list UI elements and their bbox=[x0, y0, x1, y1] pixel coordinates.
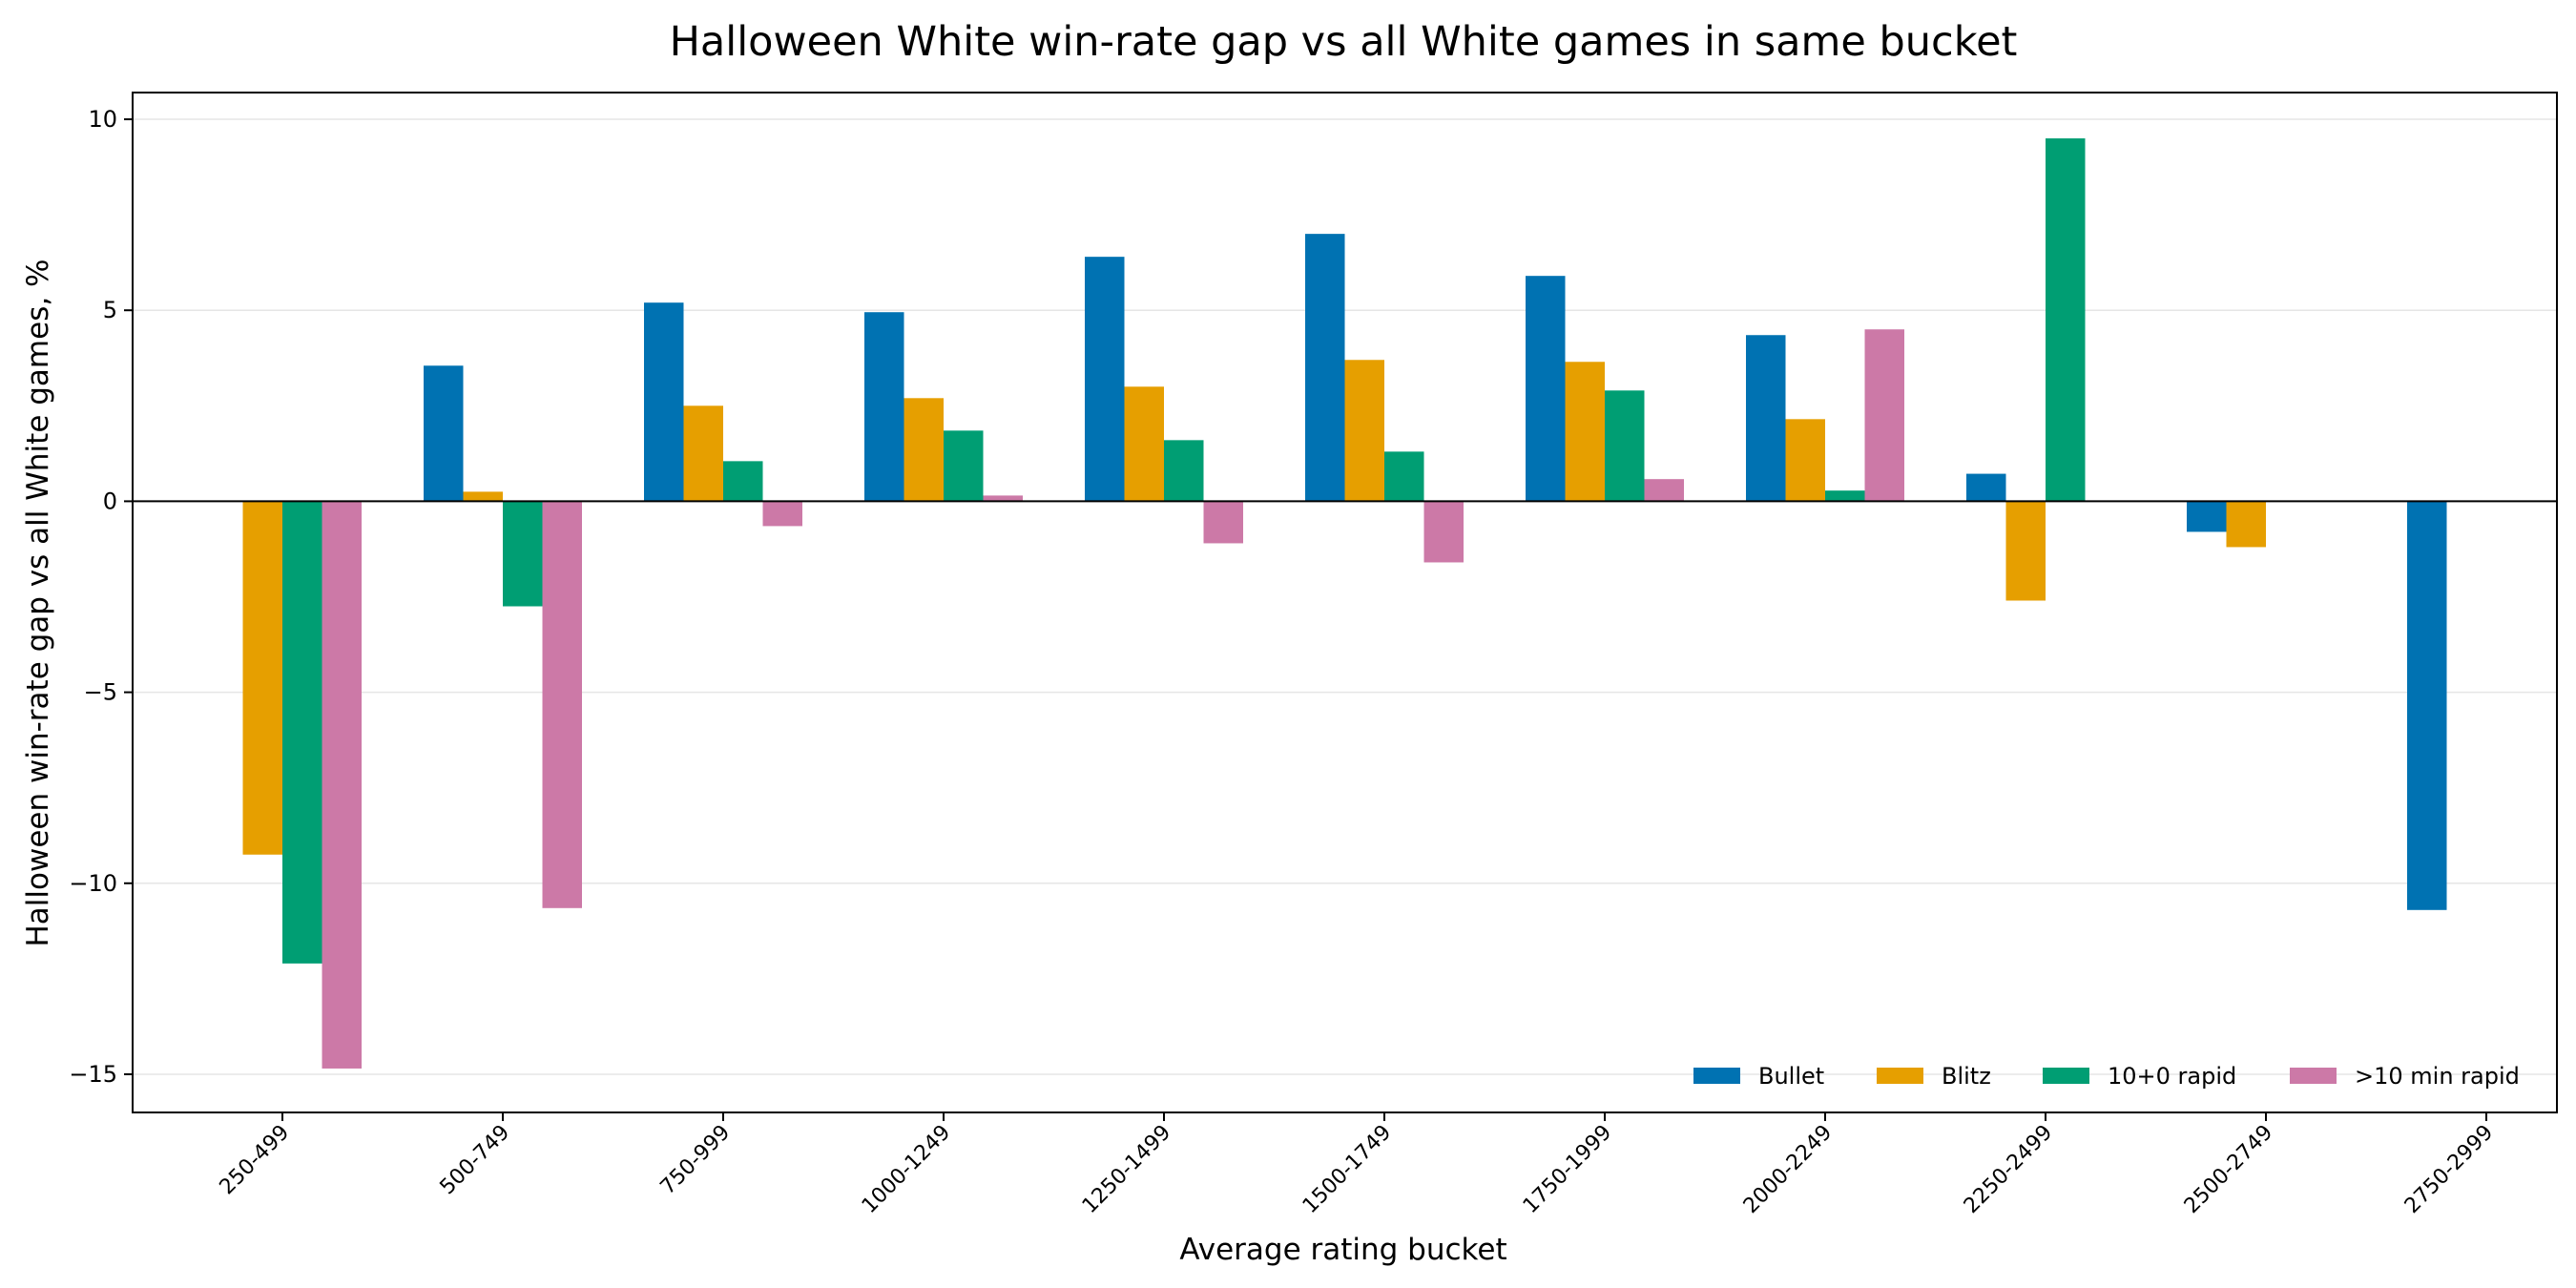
bar-10-0-rapid-500-749 bbox=[503, 501, 543, 607]
bar-10-0-rapid-2000-2249 bbox=[1825, 490, 1865, 502]
y-tick-label: 0 bbox=[103, 488, 117, 514]
bar-bullet-500-749 bbox=[424, 365, 464, 502]
bar-blitz-2250-2499 bbox=[2005, 501, 2046, 601]
bar-bullet-1000-1249 bbox=[864, 312, 904, 502]
bar--10-min-rapid-1500-1749 bbox=[1423, 501, 1464, 563]
bar-bullet-1250-1499 bbox=[1085, 257, 1125, 502]
x-tick-label: 250-499 bbox=[216, 1121, 295, 1200]
x-tick-label: 1250-1499 bbox=[1078, 1121, 1175, 1218]
y-tick-label: −10 bbox=[69, 870, 117, 897]
bar-blitz-250-499 bbox=[242, 501, 282, 855]
y-tick-label: −5 bbox=[84, 679, 117, 706]
y-tick-label: 10 bbox=[88, 106, 117, 133]
y-axis-label: Halloween win-rate gap vs all White game… bbox=[21, 259, 55, 946]
y-tick-label: −15 bbox=[69, 1061, 117, 1088]
bar--10-min-rapid-750-999 bbox=[762, 501, 802, 527]
bar-blitz-2000-2249 bbox=[1785, 419, 1825, 502]
x-tick-label: 750-999 bbox=[656, 1121, 736, 1200]
chart-title: Halloween White win-rate gap vs all Whit… bbox=[670, 18, 2018, 66]
x-tick-label: 2750-2999 bbox=[2400, 1121, 2498, 1218]
bar--10-min-rapid-2000-2249 bbox=[1864, 329, 1904, 502]
bar--10-min-rapid-250-499 bbox=[322, 501, 362, 1069]
x-tick-label: 1500-1749 bbox=[1298, 1121, 1396, 1218]
legend-swatch bbox=[1693, 1068, 1740, 1084]
legend-swatch bbox=[2043, 1068, 2089, 1084]
legend-label: >10 min rapid bbox=[2355, 1063, 2520, 1090]
bar-bullet-2250-2499 bbox=[1966, 473, 2006, 502]
bar-10-0-rapid-250-499 bbox=[282, 501, 322, 964]
bar-10-0-rapid-2250-2499 bbox=[2046, 138, 2086, 502]
y-axis: 10 5 0 −5 −10 −15 bbox=[69, 106, 133, 1088]
plot-frame bbox=[132, 92, 2558, 1113]
bar-10-0-rapid-1750-1999 bbox=[1605, 390, 1645, 502]
bar-10-0-rapid-1000-1249 bbox=[944, 430, 984, 502]
bar-blitz-2500-2749 bbox=[2226, 501, 2266, 548]
bar-bullet-1500-1749 bbox=[1305, 234, 1345, 502]
y-tick-label: 5 bbox=[103, 297, 117, 323]
bar-10-0-rapid-1250-1499 bbox=[1164, 440, 1204, 502]
x-axis-label: Average rating bucket bbox=[1179, 1233, 1506, 1267]
bar--10-min-rapid-1250-1499 bbox=[1203, 501, 1243, 544]
x-tick-label: 2250-2499 bbox=[1960, 1121, 2057, 1218]
bar-bullet-1750-1999 bbox=[1526, 276, 1566, 502]
x-tick-label: 500-749 bbox=[436, 1121, 515, 1200]
bars bbox=[242, 138, 2447, 1069]
bar-blitz-1000-1249 bbox=[904, 398, 944, 502]
legend-swatch bbox=[2290, 1068, 2337, 1084]
bar-blitz-1750-1999 bbox=[1565, 362, 1605, 502]
bar-blitz-1250-1499 bbox=[1124, 386, 1164, 502]
bar-blitz-1500-1749 bbox=[1344, 360, 1384, 502]
bar--10-min-rapid-500-749 bbox=[542, 501, 582, 908]
bar-bullet-2500-2749 bbox=[2187, 501, 2227, 532]
bar-bullet-2000-2249 bbox=[1746, 335, 1786, 502]
bar-10-0-rapid-750-999 bbox=[723, 461, 763, 502]
x-tick-label: 2500-2749 bbox=[2180, 1121, 2277, 1218]
legend-swatch bbox=[1877, 1068, 1923, 1084]
bar-bullet-2750-2999 bbox=[2407, 501, 2447, 910]
bar-blitz-750-999 bbox=[683, 405, 723, 502]
bar--10-min-rapid-1000-1249 bbox=[983, 495, 1023, 502]
x-tick-label: 1750-1999 bbox=[1519, 1121, 1616, 1218]
bar-blitz-500-749 bbox=[463, 491, 503, 502]
bar-bullet-750-999 bbox=[644, 302, 684, 502]
x-tick-label: 1000-1249 bbox=[858, 1121, 955, 1218]
legend: Bullet Blitz 10+0 rapid >10 min rapid bbox=[1693, 1063, 2520, 1090]
bar-10-0-rapid-1500-1749 bbox=[1384, 451, 1424, 502]
legend-label: 10+0 rapid bbox=[2108, 1063, 2236, 1090]
x-tick-label: 2000-2249 bbox=[1739, 1121, 1837, 1218]
x-axis: 250-499 500-749 750-999 1000-1249 1250-1499 1… bbox=[216, 1112, 2498, 1218]
bar--10-min-rapid-1750-1999 bbox=[1644, 479, 1684, 502]
legend-label: Bullet bbox=[1758, 1063, 1824, 1090]
legend-label: Blitz bbox=[1942, 1063, 1991, 1090]
